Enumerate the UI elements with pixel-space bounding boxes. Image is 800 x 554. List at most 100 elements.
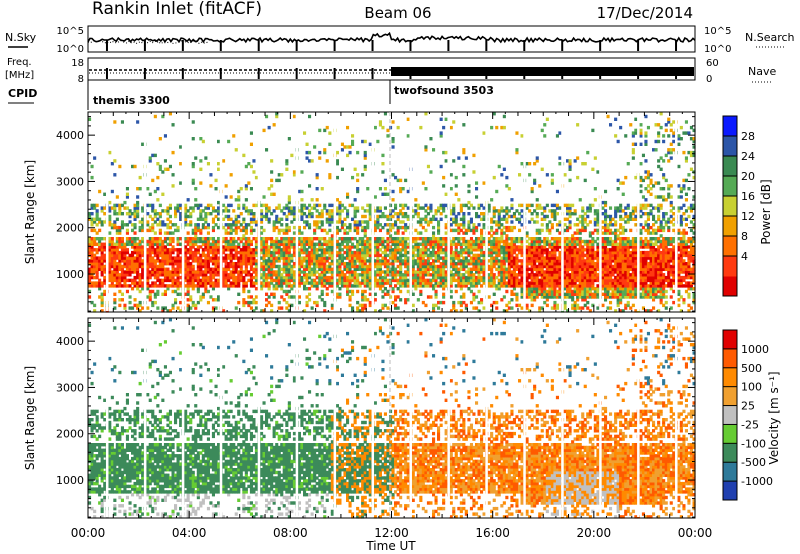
power-cell — [189, 248, 193, 252]
power-cell — [204, 253, 208, 258]
power-cell — [482, 212, 486, 216]
power-cell — [136, 187, 140, 191]
power-cell — [454, 175, 458, 180]
power-cell — [118, 303, 122, 308]
power-cell — [373, 278, 377, 283]
power-cell — [206, 242, 210, 246]
power-cell — [452, 256, 456, 260]
power-cell — [254, 239, 258, 244]
power-cell — [244, 281, 248, 285]
power-cell — [469, 248, 473, 252]
power-cell — [518, 281, 522, 285]
power-cell — [363, 164, 367, 169]
power-cell — [323, 284, 327, 288]
power-cell — [186, 239, 190, 244]
power-cell — [133, 237, 137, 241]
power-cell — [128, 209, 132, 213]
power-cell — [254, 267, 258, 271]
power-cell — [93, 217, 97, 221]
power-cell — [146, 250, 150, 255]
power-cell — [467, 281, 471, 285]
power-cell — [113, 248, 117, 252]
power-cell — [100, 262, 104, 266]
power-cell — [449, 270, 453, 274]
power-cell — [330, 281, 334, 285]
power-cell — [442, 267, 446, 271]
power-cell — [538, 231, 542, 235]
power-cell — [421, 273, 425, 277]
power-cell — [538, 250, 542, 255]
power-cell — [308, 264, 312, 269]
power-cell — [540, 256, 544, 260]
power-cell — [399, 220, 403, 224]
power-cell — [262, 242, 266, 246]
power-cell — [452, 264, 456, 269]
power-cell — [502, 114, 506, 119]
power-cell — [249, 212, 253, 216]
power-cell — [232, 281, 236, 285]
power-cell — [502, 248, 506, 252]
power-cell — [310, 159, 314, 163]
power-cell — [490, 198, 494, 202]
power-cell — [191, 237, 195, 241]
power-cell — [265, 278, 269, 283]
power-cell — [492, 275, 496, 280]
power-cell — [285, 248, 289, 252]
power-cell — [366, 284, 370, 288]
power-cell — [543, 217, 547, 221]
power-cell — [353, 284, 357, 288]
power-cell — [110, 242, 114, 246]
power-cell — [247, 278, 251, 283]
power-cell — [416, 273, 420, 277]
power-cell — [373, 239, 377, 244]
power-cell — [133, 278, 137, 283]
power-cell — [437, 239, 441, 244]
power-cell — [136, 262, 140, 266]
power-cell — [399, 187, 403, 191]
power-cell — [267, 259, 271, 263]
power-cell — [346, 192, 350, 196]
power-cell — [361, 248, 365, 252]
power-cell — [254, 220, 258, 224]
power-cell — [191, 256, 195, 260]
power-cell — [204, 264, 208, 269]
power-cell — [432, 250, 436, 255]
power-cell — [244, 209, 248, 213]
power-cell — [381, 281, 385, 285]
power-cell — [525, 253, 529, 258]
power-cell — [270, 242, 274, 246]
power-cell — [391, 270, 395, 274]
power-cell — [120, 298, 124, 302]
power-cell — [543, 300, 547, 305]
power-cell — [265, 203, 269, 208]
power-cell — [432, 239, 436, 244]
power-cell — [305, 239, 309, 244]
power-cell — [206, 281, 210, 285]
power-cell — [244, 187, 248, 191]
power-cell — [416, 264, 420, 269]
power-cell — [338, 262, 342, 266]
power-cell — [361, 242, 365, 246]
power-cell — [328, 264, 332, 269]
power-cell — [452, 278, 456, 283]
power-cell — [280, 287, 284, 291]
power-cell — [346, 153, 350, 158]
power-cell — [290, 237, 294, 241]
power-cell — [184, 275, 188, 280]
power-cell — [361, 289, 365, 294]
power-cell — [179, 181, 183, 185]
power-cell — [386, 289, 390, 294]
power-cell — [88, 245, 92, 249]
power-cell — [462, 281, 466, 285]
power-cell — [358, 281, 362, 285]
power-cell — [242, 234, 246, 238]
power-cell — [186, 242, 190, 246]
power-cell — [530, 189, 534, 194]
power-cell — [115, 245, 119, 249]
power-cell — [141, 284, 145, 288]
power-cell — [578, 198, 582, 202]
power-cell — [421, 181, 425, 185]
power-cell — [90, 270, 94, 274]
power-cell — [313, 267, 317, 271]
power-cell — [414, 245, 418, 249]
